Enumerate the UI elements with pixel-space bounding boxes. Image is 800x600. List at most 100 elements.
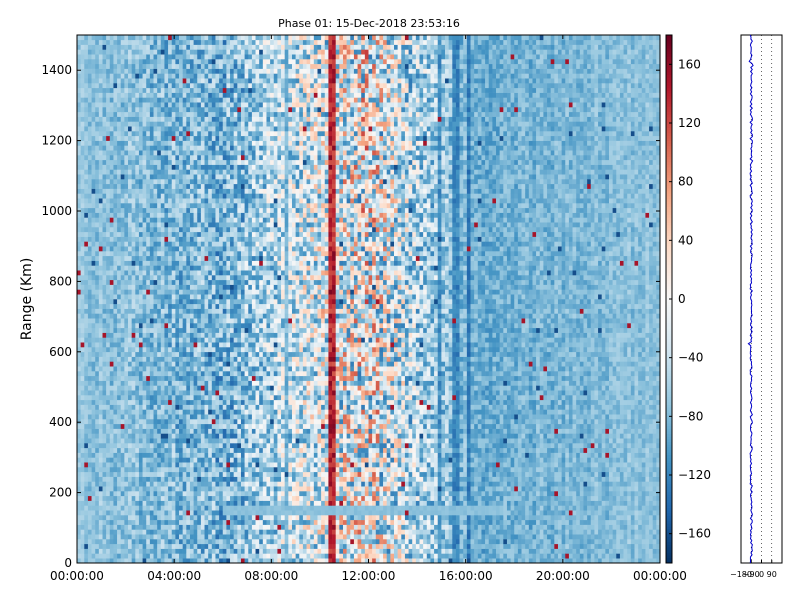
heatmap-cell (226, 203, 231, 209)
heatmap-cell (146, 443, 151, 449)
heatmap-cell (211, 399, 216, 405)
heatmap-cell (157, 476, 162, 482)
heatmap-cell (160, 404, 165, 410)
heatmap-cell (106, 155, 111, 161)
heatmap-cell (98, 452, 103, 458)
heatmap-cell (204, 188, 209, 194)
heatmap-cell (77, 183, 81, 189)
heatmap-cell (80, 174, 85, 180)
heatmap-cell (230, 495, 234, 501)
heatmap-cell (124, 347, 129, 353)
heatmap-cell (219, 203, 224, 209)
heatmap-cell (131, 35, 136, 41)
heatmap-cell (113, 78, 118, 84)
heatmap-cell (91, 159, 96, 165)
heatmap-cell (179, 471, 183, 477)
heatmap-cell (211, 164, 216, 170)
heatmap-cell (193, 471, 198, 477)
heatmap-cell (211, 371, 216, 377)
heatmap-cell (182, 174, 187, 180)
heatmap-cell (135, 510, 140, 516)
heatmap-cell (226, 534, 231, 540)
heatmap-cell (106, 217, 111, 223)
heatmap-cell (113, 251, 118, 257)
heatmap-cell (109, 73, 114, 79)
heatmap-cell (120, 135, 125, 141)
heatmap-cell (240, 404, 245, 410)
heatmap-cell (149, 361, 154, 367)
heatmap-cell (142, 102, 147, 108)
heatmap-cell (128, 265, 132, 271)
heatmap-cell (138, 222, 143, 228)
heatmap-cell (109, 236, 114, 242)
heatmap-cell (106, 414, 111, 420)
heatmap-cell (160, 251, 165, 257)
heatmap-cell (98, 255, 103, 261)
heatmap-cell (182, 131, 187, 137)
heatmap-cell (80, 443, 85, 449)
heatmap-cell (160, 299, 165, 305)
heatmap-cell (186, 327, 191, 333)
heatmap-cell (189, 135, 194, 141)
heatmap-cell (186, 342, 191, 348)
heatmap-cell (124, 212, 129, 218)
heatmap-cell (179, 299, 183, 305)
heatmap-cell (95, 68, 100, 74)
heatmap-cell (84, 116, 89, 122)
heatmap-cell (219, 222, 224, 228)
heatmap-cell (233, 284, 238, 290)
heatmap-cell (149, 44, 154, 50)
heatmap-cell (146, 539, 151, 545)
heatmap-cell (186, 385, 191, 391)
heatmap-cell (182, 491, 187, 497)
heatmap-cell (138, 73, 143, 79)
heatmap-cell (175, 116, 180, 122)
heatmap-cell (175, 35, 180, 41)
heatmap-cell (164, 164, 169, 170)
heatmap-cell (135, 111, 140, 117)
heatmap-cell (179, 553, 183, 559)
heatmap-cell (208, 395, 213, 401)
heatmap-cell (204, 447, 209, 453)
heatmap-cell (175, 145, 180, 151)
heatmap-cell (197, 227, 202, 233)
heatmap-cell (208, 457, 213, 463)
heatmap-cell (84, 121, 89, 127)
heatmap-cell (138, 380, 143, 386)
heatmap-cell (109, 39, 114, 45)
heatmap-cell (146, 44, 151, 50)
heatmap-cell (160, 486, 165, 492)
heatmap-cell (87, 543, 92, 549)
heatmap-cell (95, 481, 100, 487)
heatmap-cell (117, 399, 122, 405)
heatmap-cell (197, 179, 202, 185)
heatmap-cell (95, 423, 100, 429)
heatmap-cell (135, 548, 140, 554)
heatmap-cell (233, 236, 238, 242)
heatmap-cell (189, 471, 194, 477)
heatmap-cell (77, 404, 81, 410)
heatmap-cell (128, 169, 132, 175)
heatmap-cell (164, 467, 169, 473)
heatmap-cell (77, 294, 81, 300)
heatmap-cell (142, 140, 147, 146)
heatmap-cell (77, 467, 81, 473)
heatmap-cell (157, 97, 162, 103)
heatmap-cell (160, 159, 165, 165)
heatmap-cell (138, 63, 143, 69)
heatmap-cell (120, 409, 125, 415)
heatmap-cell (175, 481, 180, 487)
heatmap-cell (204, 361, 209, 367)
heatmap-cell (193, 227, 198, 233)
heatmap-cell (149, 49, 154, 55)
heatmap-cell (142, 159, 147, 165)
heatmap-cell (171, 44, 176, 50)
heatmap-cell (200, 107, 205, 113)
heatmap-cell (84, 351, 89, 357)
heatmap-cell (204, 164, 209, 170)
heatmap-cell (222, 467, 227, 473)
heatmap-cell (233, 270, 238, 276)
heatmap-cell (124, 241, 129, 247)
heatmap-cell (153, 126, 158, 132)
heatmap-cell (98, 462, 103, 468)
